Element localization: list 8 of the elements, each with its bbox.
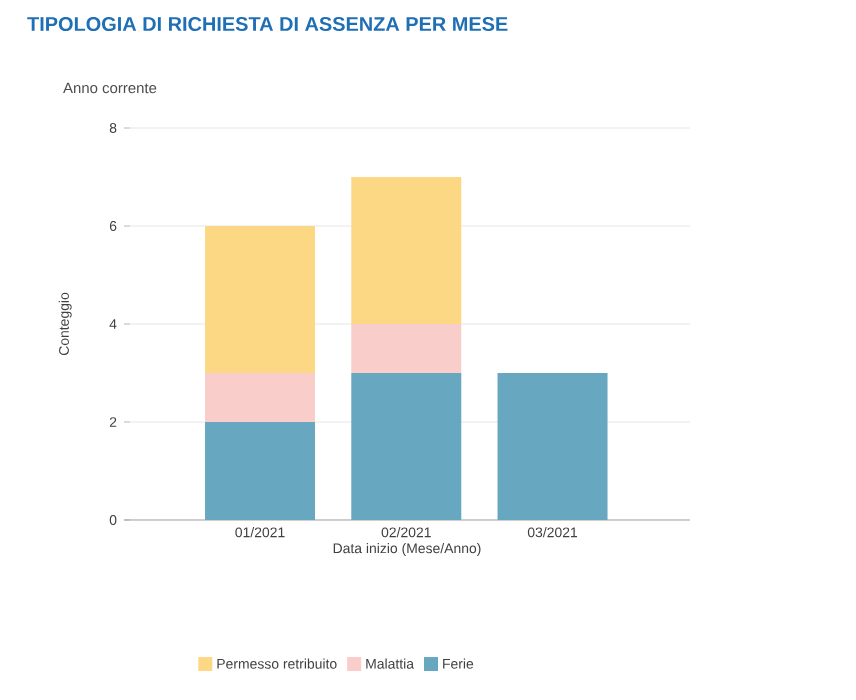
bar xyxy=(351,177,462,324)
bar xyxy=(351,373,462,520)
bar xyxy=(205,226,316,373)
bar xyxy=(205,373,316,422)
chart-title: TIPOLOGIA DI RICHIESTA DI ASSENZA PER MESE xyxy=(27,16,508,32)
bar xyxy=(351,324,462,373)
bar xyxy=(497,373,608,520)
bar xyxy=(205,422,316,520)
